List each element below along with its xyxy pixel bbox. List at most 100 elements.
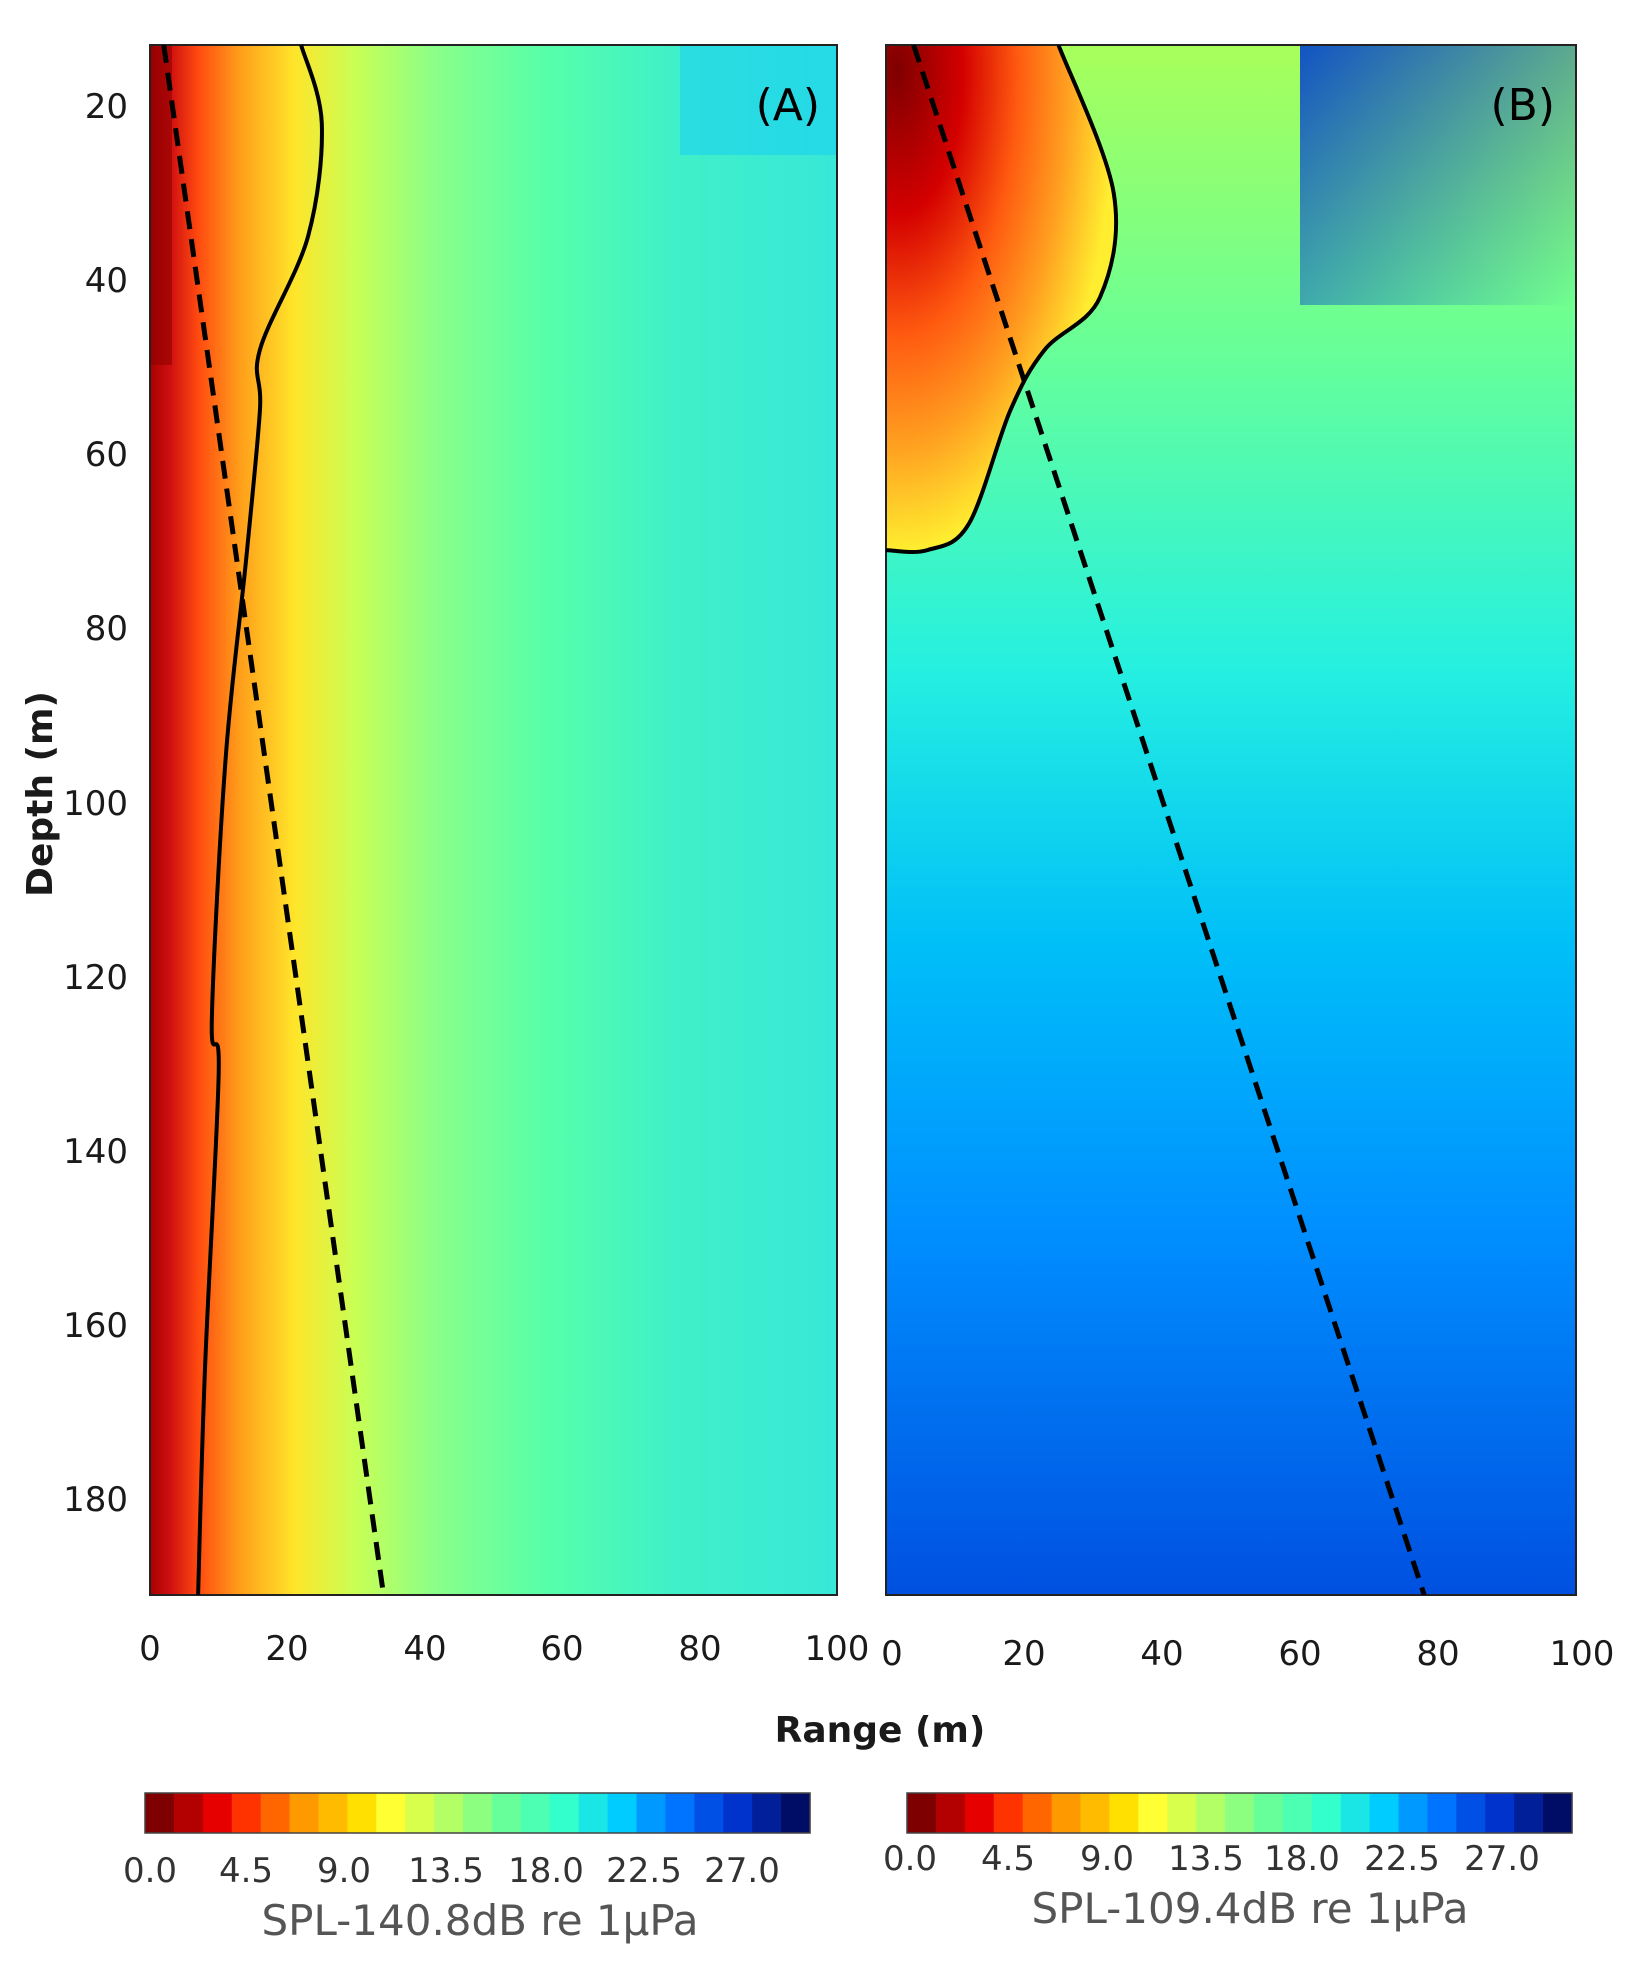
colorbar-b-swatch <box>964 1793 995 1833</box>
colorbar-b-swatch <box>907 1793 937 1833</box>
colorbar-a-tick: 13.5 <box>408 1851 484 1891</box>
panel-b-x-tick: 0 <box>881 1634 903 1674</box>
panel-a-label: (A) <box>756 80 820 131</box>
x-axis-title: Range (m) <box>775 1710 986 1751</box>
panel-a-x-tick: 60 <box>540 1629 583 1669</box>
colorbar-b-swatch <box>935 1793 966 1833</box>
colorbar-a-tick: 22.5 <box>606 1851 682 1891</box>
colorbar-a-swatches <box>145 1793 811 1833</box>
colorbar-a-swatch <box>202 1793 233 1833</box>
colorbar-a-swatch <box>173 1793 204 1833</box>
panel-a-deep-core <box>150 45 172 365</box>
colorbar-b-swatch <box>1369 1793 1400 1833</box>
panel-b-frame <box>885 44 1577 1596</box>
panel-a-cool-corner <box>680 45 837 155</box>
panel-a-x-tick: 40 <box>403 1629 446 1669</box>
panel-b-dashed-line <box>911 45 1427 1595</box>
colorbar-a-tick: 27.0 <box>704 1851 780 1891</box>
colorbar-b-tick: 27.0 <box>1464 1839 1540 1879</box>
colorbar-b-swatch <box>1022 1793 1053 1833</box>
panel-a-y-tick: 20 <box>85 87 128 127</box>
colorbar-b-swatch <box>1311 1793 1342 1833</box>
colorbar-a-swatch <box>318 1793 348 1833</box>
panel-b-x-tick: 40 <box>1140 1634 1183 1674</box>
panel-a-x-tick: 80 <box>678 1629 721 1669</box>
colorbar-b-swatch <box>1253 1793 1284 1833</box>
colorbar-b-tick: 18.0 <box>1264 1839 1340 1879</box>
panel-a-x-tick: 20 <box>265 1629 308 1669</box>
colorbar-b-swatch <box>1051 1793 1082 1833</box>
colorbar-a-title: SPL-140.8dB re 1μPa <box>261 1896 698 1945</box>
panel-a-x-tick: 0 <box>139 1629 161 1669</box>
colorbar-a-frame <box>144 1792 811 1834</box>
panel-a-y-tick: 80 <box>85 609 128 649</box>
panel-a-background <box>150 45 837 1595</box>
colorbar-b-swatch <box>1167 1793 1197 1833</box>
panel-b-hot-zone <box>886 45 1117 553</box>
colorbar-a-swatch <box>723 1793 753 1833</box>
colorbar-b: 0.0 4.5 9.0 13.5 18.0 22.5 27.0 SPL-109.… <box>883 1792 1573 1933</box>
colorbar-b-swatch <box>1282 1793 1313 1833</box>
colorbar-a-swatch <box>665 1793 695 1833</box>
colorbar-a: 0.0 4.5 9.0 13.5 18.0 22.5 27.0 SPL-140.… <box>123 1792 811 1945</box>
panel-a-y-tick: 40 <box>85 261 128 301</box>
panel-b-x-tick: 80 <box>1416 1634 1459 1674</box>
colorbar-b-tick: 4.5 <box>981 1839 1035 1879</box>
panel-b-label: (B) <box>1490 80 1555 131</box>
panel-a-y-tick: 100 <box>63 784 128 824</box>
colorbar-b-swatches <box>907 1793 1573 1833</box>
panel-a-dashed-line <box>161 45 387 1595</box>
panel-b-x-tick: 20 <box>1002 1634 1045 1674</box>
colorbar-b-title: SPL-109.4dB re 1μPa <box>1031 1884 1468 1933</box>
colorbar-b-tick: 22.5 <box>1364 1839 1440 1879</box>
colorbar-b-swatch <box>1225 1793 1255 1833</box>
panel-b-x-ticks: 0 20 40 60 80 100 <box>881 1634 1614 1674</box>
colorbar-a-swatch <box>260 1793 291 1833</box>
colorbar-b-swatch <box>1485 1793 1515 1833</box>
panel-a-x-tick: 100 <box>805 1629 870 1669</box>
colorbar-b-tick: 9.0 <box>1080 1839 1134 1879</box>
colorbar-a-swatch <box>578 1793 609 1833</box>
colorbar-a-swatch <box>434 1793 464 1833</box>
panel-b-x-tick: 100 <box>1550 1634 1615 1674</box>
colorbar-a-swatch <box>463 1793 493 1833</box>
panel-a-y-tick: 140 <box>63 1132 128 1172</box>
panel-a-field <box>150 45 837 1595</box>
colorbar-b-swatch <box>993 1793 1024 1833</box>
colorbar-a-tick: 18.0 <box>508 1851 584 1891</box>
colorbar-b-swatch <box>1080 1793 1110 1833</box>
colorbar-a-swatch <box>145 1793 175 1833</box>
colorbar-b-tick: 0.0 <box>883 1839 937 1879</box>
panel-a-y-tick: 60 <box>85 435 128 475</box>
colorbar-a-swatch <box>405 1793 435 1833</box>
y-axis-title: Depth (m) <box>20 691 61 897</box>
panel-b-cool-corner <box>1300 45 1576 305</box>
panel-a-x-ticks: 0 20 40 60 80 100 <box>139 1629 869 1669</box>
colorbar-a-swatch <box>376 1793 406 1833</box>
colorbar-a-tick: 9.0 <box>317 1851 371 1891</box>
panel-a-y-tick: 180 <box>63 1480 128 1520</box>
colorbar-a-tick: 0.0 <box>123 1851 177 1891</box>
colorbar-a-swatch <box>694 1793 724 1833</box>
colorbar-b-tick: 13.5 <box>1168 1839 1244 1879</box>
colorbar-b-frame <box>906 1792 1573 1834</box>
colorbar-a-swatch <box>607 1793 638 1833</box>
panel-a-frame <box>149 44 838 1596</box>
colorbar-a-swatch <box>347 1793 377 1833</box>
panel-a-y-tick: 160 <box>63 1306 128 1346</box>
colorbar-b-swatch <box>1456 1793 1486 1833</box>
colorbar-a-tick: 4.5 <box>219 1851 273 1891</box>
colorbar-a-swatch <box>289 1793 320 1833</box>
panel-b-field <box>886 45 1576 1595</box>
panel-b-solid-contour <box>886 45 1119 554</box>
colorbar-b-swatch <box>1398 1793 1429 1833</box>
colorbar-a-swatch <box>231 1793 262 1833</box>
colorbar-b-swatch <box>1543 1793 1573 1833</box>
panel-a-y-tick: 120 <box>63 958 128 998</box>
panel-b-x-tick: 60 <box>1278 1634 1321 1674</box>
colorbar-b-swatch <box>1109 1793 1139 1833</box>
colorbar-b-swatch <box>1196 1793 1226 1833</box>
colorbar-a-swatch <box>752 1793 782 1833</box>
panel-a-solid-contour <box>196 45 324 1595</box>
